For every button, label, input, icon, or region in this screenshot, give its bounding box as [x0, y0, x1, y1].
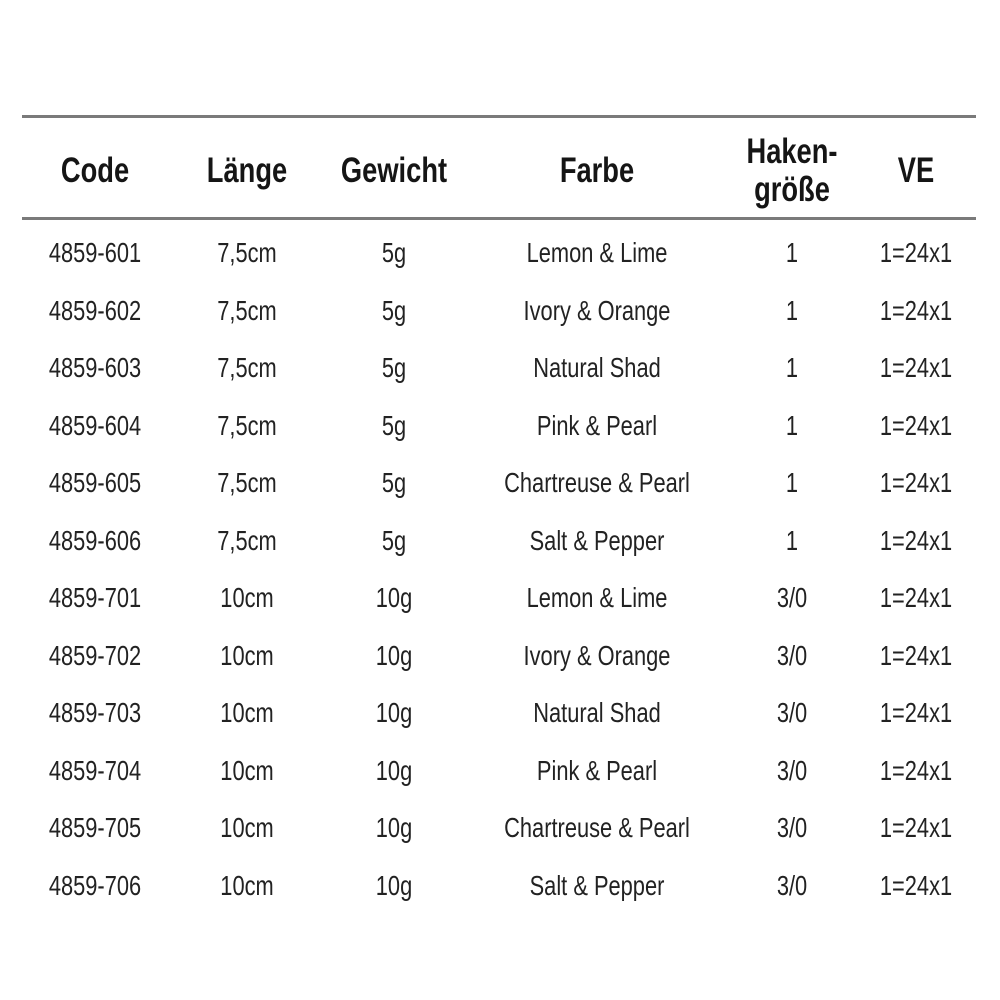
cell-laenge: 10cm [220, 582, 274, 613]
cell-code: 4859-602 [48, 294, 142, 326]
cell-hakengroesse: 1 [785, 294, 799, 326]
header-gewicht: Gewicht [340, 151, 448, 190]
header-laenge: Länge [206, 151, 288, 190]
cell-code: 4859-705 [48, 812, 142, 843]
cell-hakengroesse: 3/0 [776, 754, 808, 786]
cell-ve: 1=24x1 [879, 294, 953, 326]
cell-ve: 1=24x1 [879, 237, 953, 268]
cell-code: 4859-706 [48, 869, 142, 901]
cell-code: 4859-703 [48, 697, 142, 728]
cell-hakengroesse: 1 [785, 237, 799, 268]
cell-farbe: Chartreuse & Pearl [504, 467, 690, 498]
cell-laenge: 7,5cm [217, 294, 277, 326]
cell-code: 4859-701 [48, 582, 142, 613]
cell-laenge: 7,5cm [217, 409, 277, 441]
cell-hakengroesse: 3/0 [776, 697, 808, 728]
cell-ve: 1=24x1 [879, 639, 953, 671]
cell-ve: 1=24x1 [879, 467, 953, 498]
cell-gewicht: 5g [381, 352, 407, 383]
cell-laenge: 10cm [220, 697, 274, 728]
cell-gewicht: 10g [375, 812, 413, 843]
cell-laenge: 7,5cm [217, 467, 277, 498]
cell-hakengroesse: 1 [785, 467, 799, 498]
cell-code: 4859-704 [48, 754, 142, 786]
cell-laenge: 10cm [220, 869, 274, 901]
cell-farbe: Pink & Pearl [536, 409, 658, 441]
cell-code: 4859-606 [48, 524, 142, 556]
cell-laenge: 10cm [220, 754, 274, 786]
cell-farbe: Salt & Pepper [529, 869, 665, 901]
cell-laenge: 10cm [220, 812, 274, 843]
cell-ve: 1=24x1 [879, 754, 953, 786]
header-ve: VE [897, 151, 935, 190]
cell-farbe: Chartreuse & Pearl [504, 812, 690, 843]
cell-farbe: Pink & Pearl [536, 754, 658, 786]
cell-code: 4859-603 [48, 352, 142, 383]
cell-ve: 1=24x1 [879, 697, 953, 728]
cell-ve: 1=24x1 [879, 409, 953, 441]
cell-code: 4859-604 [48, 409, 142, 441]
cell-farbe: Lemon & Lime [526, 582, 668, 613]
cell-farbe: Natural Shad [533, 352, 661, 383]
cell-hakengroesse: 1 [785, 409, 799, 441]
cell-gewicht: 10g [375, 582, 413, 613]
cell-hakengroesse: 3/0 [776, 812, 808, 843]
header-farbe: Farbe [559, 151, 635, 190]
cell-hakengroesse: 1 [785, 524, 799, 556]
cell-gewicht: 5g [381, 294, 407, 326]
cell-farbe: Ivory & Orange [523, 639, 671, 671]
cell-farbe: Salt & Pepper [529, 524, 665, 556]
cell-code: 4859-601 [48, 237, 142, 268]
cell-hakengroesse: 3/0 [776, 869, 808, 901]
cell-gewicht: 10g [375, 639, 413, 671]
cell-laenge: 7,5cm [217, 352, 277, 383]
cell-farbe: Ivory & Orange [523, 294, 671, 326]
header-hakengroesse: Haken-größe [746, 132, 838, 209]
header-code: Code [60, 151, 130, 190]
cell-laenge: 10cm [220, 639, 274, 671]
cell-laenge: 7,5cm [217, 237, 277, 268]
cell-hakengroesse: 3/0 [776, 582, 808, 613]
cell-code: 4859-605 [48, 467, 142, 498]
cell-gewicht: 5g [381, 409, 407, 441]
cell-farbe: Lemon & Lime [526, 237, 668, 268]
cell-gewicht: 10g [375, 697, 413, 728]
cell-gewicht: 10g [375, 869, 413, 901]
cell-gewicht: 5g [381, 467, 407, 498]
cell-ve: 1=24x1 [879, 582, 953, 613]
cell-ve: 1=24x1 [879, 812, 953, 843]
cell-hakengroesse: 1 [785, 352, 799, 383]
cell-farbe: Natural Shad [533, 697, 661, 728]
cell-gewicht: 5g [381, 524, 407, 556]
cell-code: 4859-702 [48, 639, 142, 671]
cell-gewicht: 10g [375, 754, 413, 786]
header-rule [22, 217, 976, 220]
cell-ve: 1=24x1 [879, 352, 953, 383]
cell-ve: 1=24x1 [879, 524, 953, 556]
cell-laenge: 7,5cm [217, 524, 277, 556]
cell-hakengroesse: 3/0 [776, 639, 808, 671]
cell-ve: 1=24x1 [879, 869, 953, 901]
top-rule [22, 115, 976, 118]
cell-gewicht: 5g [381, 237, 407, 268]
